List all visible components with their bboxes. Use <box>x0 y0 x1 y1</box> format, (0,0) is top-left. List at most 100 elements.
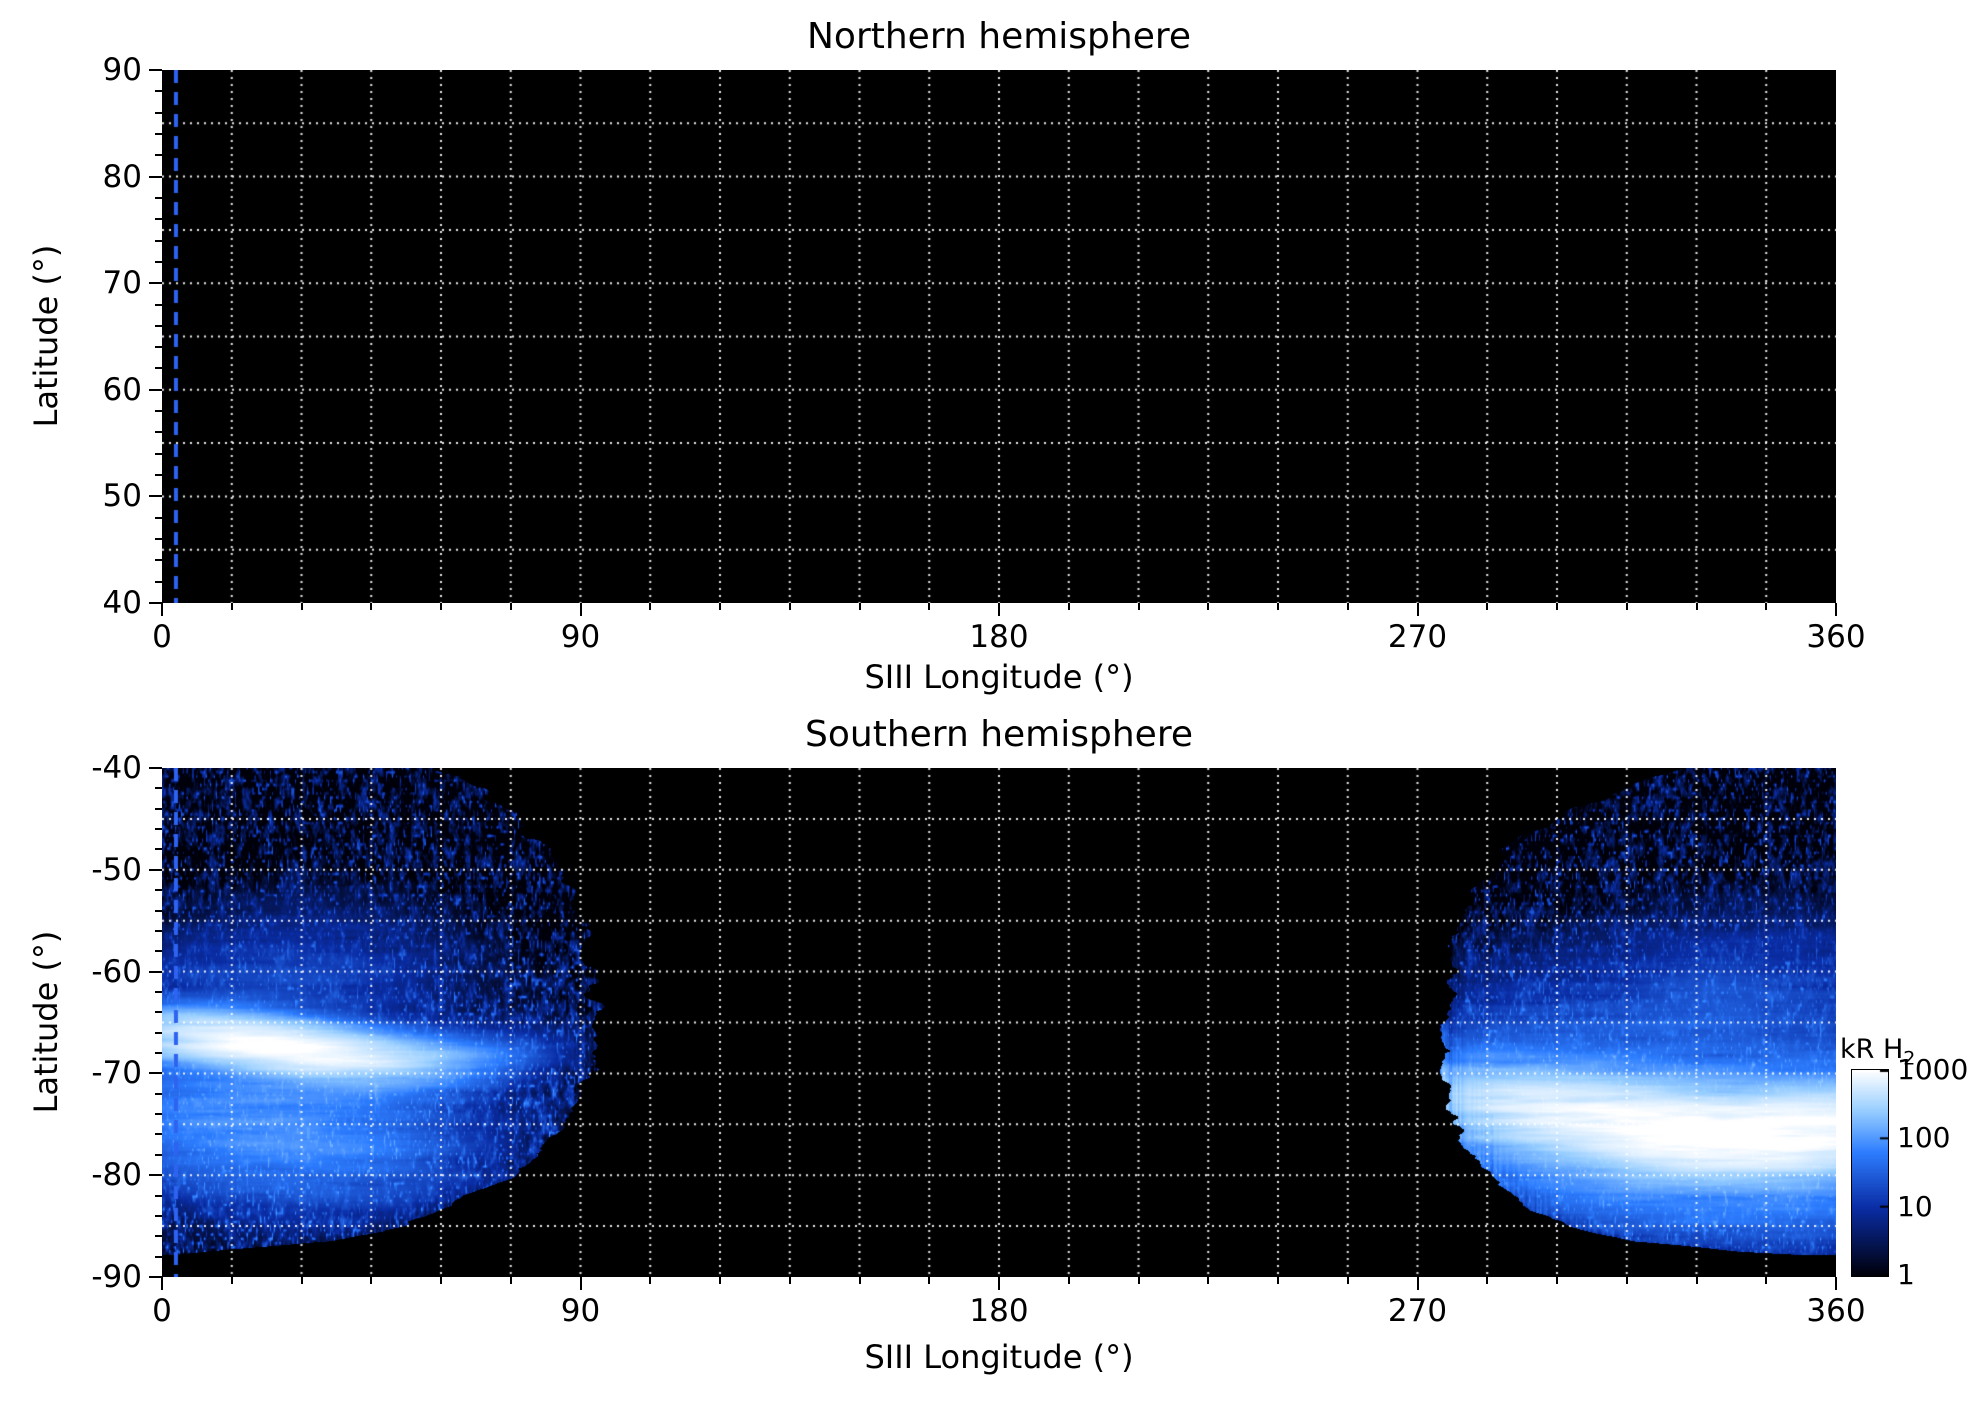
south-x-tick <box>1765 1277 1768 1284</box>
south-y-tick <box>155 1194 162 1197</box>
north-y-tick <box>155 260 162 263</box>
north-x-tick <box>509 603 512 610</box>
south-y-tick <box>155 990 162 993</box>
south-x-tick <box>1277 1277 1279 1284</box>
north-x-tick <box>858 603 861 610</box>
north-x-tick-label: 180 <box>969 619 1029 655</box>
south-y-tick <box>155 1153 162 1156</box>
colorbar-canvas <box>1851 1069 1889 1277</box>
north-y-tick <box>155 346 162 349</box>
south-y-tick <box>155 1031 162 1034</box>
south-y-tick <box>149 1174 162 1177</box>
north-x-tick <box>649 603 652 610</box>
north-y-tick <box>149 175 162 178</box>
north-x-tick-label: 90 <box>560 619 601 655</box>
colorbar-label: kR H2 <box>1840 1034 1915 1069</box>
north-y-tick <box>155 538 162 541</box>
north-y-tick-label: 40 <box>102 585 142 621</box>
south-x-tick <box>440 1277 442 1284</box>
north-y-tick <box>155 154 162 157</box>
north-y-tick <box>155 132 162 135</box>
north-y-tick <box>155 196 162 199</box>
south-y-tick <box>155 929 162 932</box>
south-y-tick <box>155 1235 162 1238</box>
north-y-tick <box>155 559 162 562</box>
south-x-tick <box>719 1277 721 1284</box>
south-x-tick <box>1556 1277 1558 1284</box>
north-x-tick <box>579 603 582 616</box>
south-x-tick <box>1625 1277 1628 1284</box>
south-y-tick-label: -40 <box>91 750 142 786</box>
south-y-tick <box>155 1011 162 1014</box>
south-x-tick-label: 270 <box>1387 1293 1448 1329</box>
south-y-tick <box>155 1092 162 1095</box>
north-x-tick <box>1067 603 1070 610</box>
north-y-tick-label: 80 <box>102 158 142 195</box>
south-x-tick <box>928 1277 931 1284</box>
north-y-tick <box>155 452 162 455</box>
south-y-tick <box>149 767 162 769</box>
south-x-tick-label: 90 <box>560 1293 601 1329</box>
south-y-tick <box>155 1113 162 1116</box>
north-x-tick <box>161 603 163 616</box>
south-x-tick <box>649 1277 652 1284</box>
south-x-tick-label: 180 <box>969 1293 1029 1329</box>
south-y-tick <box>149 970 162 973</box>
south-y-tick <box>155 807 162 810</box>
south-y-tick-label: -90 <box>91 1259 142 1295</box>
south-x-tick-label: 0 <box>152 1293 172 1329</box>
north-x-tick <box>1486 603 1489 610</box>
north-y-tick <box>155 474 162 477</box>
north-y-axis-label: Latitude (°) <box>27 244 65 428</box>
north-y-tick <box>149 282 162 285</box>
north-y-tick-label: 50 <box>102 478 142 515</box>
south-x-tick <box>998 1277 1000 1290</box>
north-panel-title: Northern hemisphere <box>806 16 1192 57</box>
south-y-tick <box>155 828 162 831</box>
north-y-tick <box>155 580 162 583</box>
south-y-axis-label: Latitude (°) <box>27 930 65 1114</box>
south-x-tick <box>1137 1277 1140 1284</box>
north-y-tick <box>149 495 162 498</box>
south-y-tick-label: -50 <box>91 851 142 888</box>
south-plot-canvas <box>162 768 1836 1277</box>
north-x-tick <box>230 603 233 610</box>
north-x-tick <box>1695 603 1698 610</box>
north-y-tick <box>149 69 162 71</box>
south-y-tick-label: -70 <box>91 1055 142 1092</box>
north-x-tick <box>928 603 931 610</box>
north-plot-canvas <box>162 70 1836 603</box>
colorbar-label-sub: 2 <box>1903 1047 1916 1070</box>
north-x-tick <box>1416 603 1419 616</box>
north-y-tick <box>155 90 162 93</box>
north-x-tick <box>370 603 373 610</box>
north-y-tick <box>155 303 162 306</box>
south-x-tick <box>1067 1277 1070 1284</box>
north-y-tick <box>155 111 162 114</box>
colorbar-tick-label: 100 <box>1897 1121 1951 1155</box>
north-x-tick <box>1137 603 1140 610</box>
south-x-tick <box>1346 1277 1349 1284</box>
south-y-tick <box>155 1214 162 1217</box>
north-x-tick-label: 0 <box>152 619 172 655</box>
south-y-tick-label: -80 <box>91 1157 142 1194</box>
north-y-tick-label: 90 <box>102 52 142 88</box>
north-x-tick <box>1765 603 1768 610</box>
south-y-tick <box>149 868 162 871</box>
south-x-tick <box>1695 1277 1698 1284</box>
north-x-tick <box>440 603 442 610</box>
south-y-tick <box>155 1133 162 1136</box>
north-y-tick <box>149 602 162 604</box>
south-panel-title: Southern hemisphere <box>805 714 1193 755</box>
south-x-tick <box>1207 1277 1210 1284</box>
north-x-tick <box>1556 603 1558 610</box>
south-x-tick <box>1486 1277 1489 1284</box>
south-x-tick <box>579 1277 582 1290</box>
north-x-tick <box>1346 603 1349 610</box>
colorbar-label-main: kR H <box>1840 1034 1904 1065</box>
south-y-tick <box>155 889 162 892</box>
south-x-tick <box>788 1277 791 1284</box>
south-x-tick <box>1835 1277 1837 1290</box>
south-x-tick <box>370 1277 373 1284</box>
